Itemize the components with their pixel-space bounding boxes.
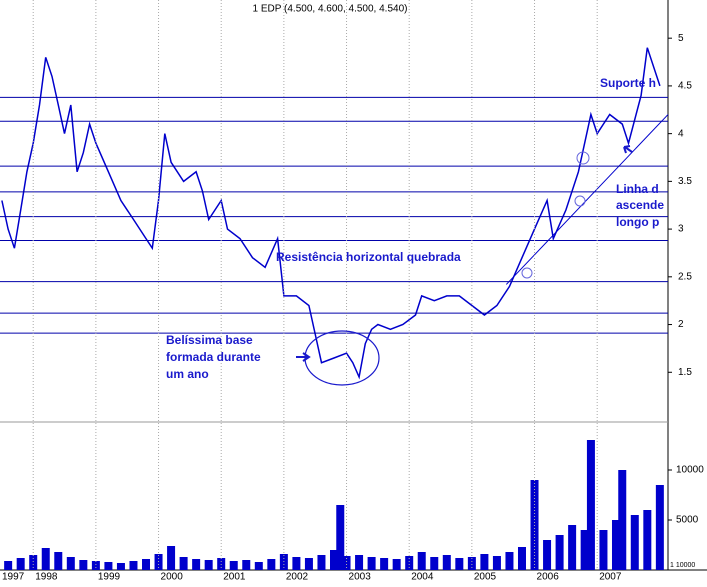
- y-tick-label: 2.5: [678, 271, 692, 282]
- volume-bar: [342, 556, 351, 570]
- y-tick-label: 4.5: [678, 81, 692, 92]
- volume-bar: [304, 558, 313, 570]
- x-tick-label: 1999: [98, 572, 121, 582]
- volume-bar: [580, 530, 589, 570]
- volume-bar: [517, 547, 526, 570]
- volume-bar: [611, 520, 620, 570]
- volume-bar: [317, 555, 326, 570]
- annotation: Resistência horizontal quebrada: [276, 250, 461, 264]
- volume-bar: [455, 558, 464, 570]
- volume-bar: [4, 561, 13, 570]
- volume-bar: [480, 554, 489, 570]
- volume-bar: [41, 548, 50, 570]
- volume-bar: [29, 555, 38, 570]
- y-tick-label: 10000: [676, 465, 704, 476]
- x-tick-label: 1997: [2, 572, 25, 582]
- volume-bar: [543, 540, 552, 570]
- annotation: Linha d: [616, 182, 659, 196]
- volume-bar: [586, 440, 595, 570]
- annotation: Suporte h: [600, 76, 656, 90]
- volume-bar: [167, 546, 176, 570]
- annotation: um ano: [166, 367, 209, 381]
- y-tick-label: 5000: [676, 515, 699, 526]
- y-tick-label: 5: [678, 33, 684, 44]
- volume-bar: [16, 558, 25, 570]
- volume-bar: [442, 555, 451, 570]
- chart-title: 1 EDP (4.500, 4.600, 4.500, 4.540): [253, 4, 408, 15]
- volume-bar: [618, 470, 627, 570]
- volume-bar: [192, 559, 201, 570]
- x-tick-label: 2001: [223, 572, 246, 582]
- volume-bar: [66, 557, 75, 570]
- smiley-icon: [574, 195, 586, 207]
- smiley-icon: [521, 267, 533, 279]
- volume-bar: [292, 557, 301, 570]
- annotation: ascende: [616, 198, 664, 212]
- volume-bar: [229, 561, 238, 570]
- price-line: [1, 47, 661, 380]
- volume-bar: [417, 552, 426, 570]
- annotation: formada durante: [166, 350, 261, 364]
- volume-bar: [204, 560, 213, 570]
- volume-bar: [492, 556, 501, 570]
- volume-bar: [430, 557, 439, 570]
- x-tick-label: 1998: [35, 572, 58, 582]
- arrow: [296, 352, 311, 362]
- smiley-icon: [576, 151, 590, 165]
- arrow: [623, 145, 633, 154]
- volume-bar: [116, 563, 125, 570]
- volume-bar: [630, 515, 639, 570]
- y-tick-label: 2: [678, 319, 684, 330]
- volume-bar: [392, 559, 401, 570]
- x-tick-label: 2006: [537, 572, 560, 582]
- x-tick-label: 2004: [411, 572, 434, 582]
- volume-bar: [555, 535, 564, 570]
- volume-bar: [91, 561, 100, 570]
- volume-bar: [242, 560, 251, 570]
- y-tick-label: 3: [678, 224, 684, 235]
- volume-bar: [367, 557, 376, 570]
- volume-bar: [568, 525, 577, 570]
- x-tick-label: 2007: [599, 572, 622, 582]
- volume-bar: [336, 505, 345, 570]
- volume-bar: [267, 559, 276, 570]
- volume-bar: [129, 561, 138, 570]
- volume-bar: [142, 559, 151, 570]
- trendline: [505, 114, 669, 285]
- volume-bar: [380, 558, 389, 570]
- x-tick-label: 2000: [161, 572, 184, 582]
- volume-bar: [643, 510, 652, 570]
- volume-bar: [405, 556, 414, 570]
- volume-bar: [655, 485, 664, 570]
- y-tick-label: 1.5: [678, 367, 692, 378]
- y-tick-label: 4: [678, 128, 684, 139]
- volume-bar: [79, 560, 88, 570]
- y-tick-label: 3.5: [678, 176, 692, 187]
- volume-bar: [330, 550, 338, 570]
- volume-scale-label: 1 10000: [670, 562, 695, 569]
- volume-bar: [104, 562, 113, 570]
- volume-bar: [505, 552, 514, 570]
- volume-bar: [599, 530, 608, 570]
- volume-bar: [179, 557, 188, 570]
- volume-bar: [54, 552, 63, 570]
- x-tick-label: 2002: [286, 572, 309, 582]
- annotation: Belíssima base: [166, 333, 253, 347]
- volume-bar: [254, 562, 263, 570]
- x-tick-label: 2005: [474, 572, 497, 582]
- volume-bar: [355, 555, 364, 570]
- volume-bar: [467, 557, 476, 570]
- x-tick-label: 2003: [349, 572, 372, 582]
- annotation: longo p: [616, 215, 659, 229]
